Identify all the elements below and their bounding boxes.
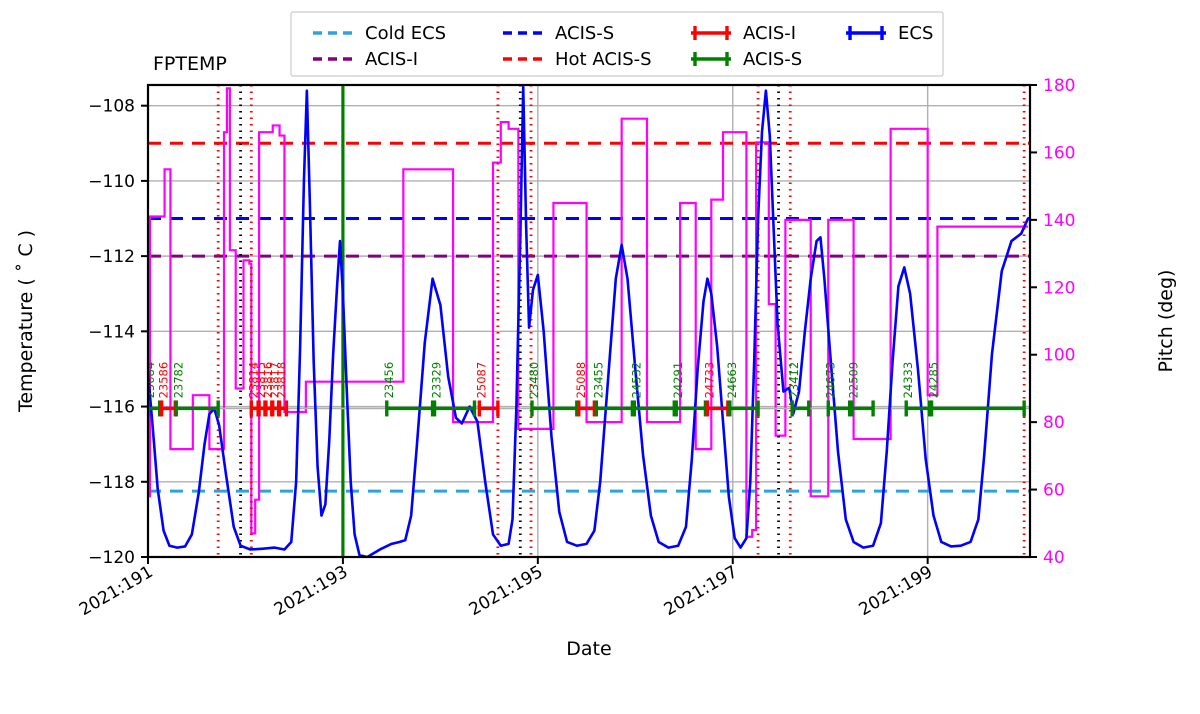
obsid-label: 23412 — [787, 362, 801, 399]
ytick-label-right: 140 — [1043, 211, 1075, 231]
obsid-label: 23329 — [430, 362, 444, 399]
obsid-label: 23816 — [261, 362, 275, 399]
obsid-marker[interactable]: 25087 — [474, 362, 500, 417]
vertical-event-lines — [216, 85, 1026, 557]
pitch-trace — [148, 87, 1029, 538]
obsid-marker[interactable]: 24333 — [901, 362, 932, 417]
obsid-marker[interactable]: 24663 — [725, 362, 760, 417]
obsid-label: 23480 — [527, 362, 541, 399]
ytick-label-right: 180 — [1043, 76, 1075, 96]
obsid-label: 24532 — [629, 362, 643, 399]
obsid-label: 23455 — [591, 362, 605, 399]
obsid-label: 23818 — [275, 362, 289, 399]
legend-label: Cold ECS — [365, 23, 446, 44]
obsid-marker[interactable]: 24291 — [671, 362, 708, 417]
obsid-marker[interactable]: 24285 — [927, 362, 1026, 417]
legend-label: ACIS-I — [365, 49, 418, 70]
x-axis-label: Date — [566, 638, 611, 660]
ytick-label-left: −114 — [88, 322, 135, 342]
legend-label: ACIS-S — [743, 49, 802, 70]
obsid-label: 24673 — [823, 362, 837, 399]
obsid-label: 25087 — [474, 362, 488, 399]
obsid-marker[interactable]: 23480 — [527, 362, 579, 417]
ytick-label-left: −110 — [88, 172, 135, 192]
obsid-marker[interactable]: 23329 — [430, 362, 477, 417]
pitch-trace-group — [148, 87, 1029, 538]
ytick-label-right: 100 — [1043, 346, 1075, 366]
legend-box — [290, 11, 944, 77]
obsid-marker[interactable]: 23818 — [275, 362, 289, 417]
obsid-label: 23817 — [268, 362, 282, 399]
obsid-label: 23815 — [254, 362, 268, 399]
ecs-trace-group — [148, 85, 1030, 557]
obsid-marker[interactable]: 23782 — [171, 362, 220, 417]
obsid-label: 23814 — [246, 362, 260, 399]
obsid-marker[interactable]: 22509 — [847, 362, 875, 417]
ytick-label-left: −118 — [88, 473, 135, 493]
obsid-label: 24291 — [671, 362, 685, 399]
obsid-label: 25084 — [143, 362, 157, 399]
obsid-marker[interactable]: 23455 — [591, 362, 635, 417]
y-axis-label-left: Temperature ( ˚ C ) — [15, 230, 37, 413]
legend-item[interactable]: ACIS-S — [503, 23, 614, 44]
obsid-label: 24285 — [927, 362, 941, 399]
ytick-label-right: 160 — [1043, 143, 1075, 163]
legend-item[interactable]: ACIS-S — [691, 49, 802, 70]
ytick-label-left: −120 — [88, 548, 135, 568]
ytick-label-right: 120 — [1043, 278, 1075, 298]
obsid-label: 25088 — [574, 362, 588, 399]
obsid-label: 24333 — [901, 362, 915, 399]
legend-label: ACIS-S — [555, 23, 614, 44]
obsid-marker[interactable]: 24532 — [629, 362, 676, 417]
obsid-marker[interactable]: 23814 — [246, 362, 260, 417]
legend-item[interactable]: ECS — [846, 23, 933, 44]
obsid-marker[interactable]: 23412 — [787, 362, 811, 417]
obsid-label: 24733 — [702, 362, 716, 399]
obsid-label: 24663 — [725, 362, 739, 399]
legend-label: ACIS-I — [743, 23, 796, 44]
obsid-marker[interactable]: 24673 — [823, 362, 852, 417]
ecs-temperature-trace — [148, 85, 1030, 557]
ytick-label-right: 40 — [1043, 548, 1065, 568]
obsid-marker[interactable]: 25084 — [143, 362, 162, 417]
legend-label: ECS — [898, 23, 933, 44]
legend-item[interactable]: ACIS-I — [691, 23, 796, 44]
obsid-label: 22509 — [847, 362, 861, 399]
ytick-label-left: −116 — [88, 398, 135, 418]
obsid-marker[interactable]: 25088 — [574, 362, 597, 417]
obsid-label: 23456 — [382, 362, 396, 399]
obsid-label: 23782 — [171, 362, 185, 399]
legend: Cold ECS ACIS-I ACIS-S Hot ACIS-S ACIS-I ACIS… — [290, 11, 944, 77]
legend-label: Hot ACIS-S — [555, 49, 652, 70]
legend-item[interactable]: Hot ACIS-S — [503, 49, 652, 70]
ytick-label-right: 80 — [1043, 413, 1065, 433]
obsid-label: 23586 — [157, 362, 171, 399]
ytick-label-right: 60 — [1043, 481, 1065, 501]
axes-frame — [146, 83, 1032, 559]
obsid-marker[interactable]: 23456 — [382, 362, 435, 417]
plot-title: FPTEMP — [153, 53, 227, 75]
ytick-label-left: −112 — [88, 247, 135, 267]
ytick-label-left: −108 — [88, 97, 135, 117]
legend-item[interactable]: ACIS-I — [313, 49, 418, 70]
y-axis-label-right: Pitch (deg) — [1155, 270, 1177, 373]
legend-item[interactable]: Cold ECS — [313, 23, 446, 44]
obsid-marker[interactable]: 24733 — [702, 362, 730, 417]
